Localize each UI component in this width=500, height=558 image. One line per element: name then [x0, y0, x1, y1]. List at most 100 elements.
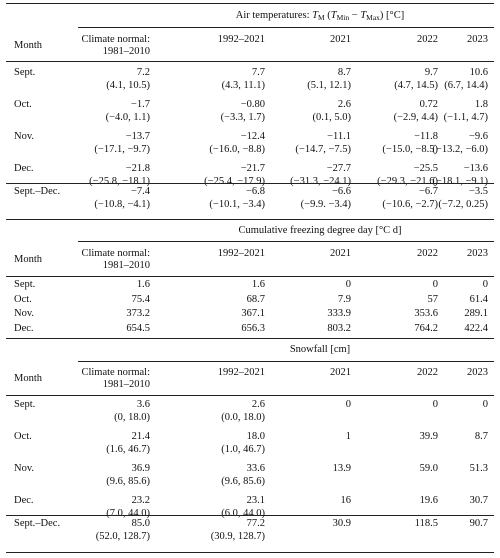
table-cell-value: 0 [482, 399, 488, 410]
column-header-2021: 2021 [330, 34, 351, 45]
table-cell-value: 3.6 [136, 399, 150, 410]
table-cell-value: 654.5 [126, 322, 150, 334]
table-cell-range: (4.7, 14.5) [394, 80, 438, 91]
table-cell-value: 0 [345, 279, 351, 290]
table-cell-value: 9.7 [424, 67, 438, 78]
column-header-climate-normal-period: 1981–2010 [102, 260, 150, 271]
table-cell-value: 59.0 [419, 463, 438, 474]
table-cell-value: 33.6 [246, 463, 265, 474]
table-cell-range: (52.0, 128.7) [95, 531, 150, 542]
table-cell-value: −6.8 [245, 186, 265, 197]
column-header-2021: 2021 [330, 367, 351, 378]
table-cell-range: (−3.3, 1.7) [220, 112, 265, 123]
table-cell-value: −1.7 [130, 99, 150, 110]
table-cell-value: 0 [345, 399, 351, 410]
table-cell-range: (−18.1, −9.1) [432, 176, 488, 187]
table-cell-range: (−16.0, −8.8) [209, 144, 265, 155]
section-title: Snowfall [cm] [289, 344, 351, 355]
table-cell-value: −21.8 [125, 163, 150, 174]
table-cell-value: 13.9 [332, 463, 351, 474]
table-cell-value: 7.9 [337, 293, 351, 305]
table-cell-value: 2.6 [251, 399, 265, 410]
table-cell-range: (0, 18.0) [114, 412, 150, 423]
table-cell-range: (7.0, 44.0) [106, 508, 150, 519]
table-cell-value: 23.1 [246, 495, 265, 506]
table-cell-value: 367.1 [241, 308, 265, 319]
table-cell-value: 1.8 [474, 99, 488, 110]
row-month-label: Nov. [14, 131, 35, 142]
table-cell-value: 118.5 [414, 518, 438, 529]
table-cell-value: 30.9 [332, 518, 351, 529]
table-cell-value: 90.7 [469, 518, 488, 529]
table-cell-range: (−10.1, −3.4) [209, 199, 265, 210]
row-month-label: Sept.–Dec. [14, 186, 61, 197]
table-cell-value: 353.6 [414, 308, 438, 319]
section-top-rule [6, 3, 494, 4]
row-month-label: Dec. [14, 163, 34, 174]
table-cell-value: 57 [427, 293, 439, 305]
table-cell-range: (4.3, 11.1) [221, 80, 265, 91]
table-cell-value: 656.3 [241, 322, 265, 334]
row-month-label: Oct. [14, 431, 32, 442]
title-math-formula: : TM (TMin − TMax) [306, 10, 387, 22]
table-cell-value: 21.4 [131, 431, 150, 442]
row-month-label: Sept. [14, 67, 36, 78]
table-cell-range: (1.6, 46.7) [106, 444, 150, 455]
row-month-label: Dec. [14, 322, 34, 334]
table-cell-value: 289.1 [464, 308, 488, 319]
section-title-rule [78, 241, 494, 242]
table-cell-value: −21.7 [240, 163, 265, 174]
table-cell-value: 8.7 [474, 431, 488, 442]
table-cell-value: 39.9 [419, 431, 438, 442]
table-cell-range: (−10.8, −4.1) [94, 199, 150, 210]
table-cell-value: 373.2 [126, 308, 150, 319]
table-cell-value: 51.3 [469, 463, 488, 474]
table-cell-value: 7.2 [136, 67, 150, 78]
column-header-2023: 2023 [467, 367, 488, 378]
table-cell-value: 85.0 [131, 518, 150, 529]
row-month-label: Dec. [14, 495, 34, 506]
table-cell-range: (−10.6, −2.7) [382, 199, 438, 210]
table-cell-value: 36.9 [131, 463, 150, 474]
table-cell-value: 8.7 [337, 67, 351, 78]
table-cell-range: (−31.3, −24.1) [290, 176, 351, 187]
column-header-month: Month [14, 254, 43, 265]
table-cell-value: −9.6 [468, 131, 488, 142]
table-cell-value: 77.2 [246, 518, 265, 529]
row-month-label: Oct. [14, 293, 32, 305]
table-cell-range: (−7.2, 0.25) [438, 199, 488, 210]
section-title-rule [78, 361, 494, 362]
table-cell-range: (0.0, 18.0) [221, 412, 265, 423]
section-title: Air temperatures: TM (TMin − TMax) [°C] [150, 10, 490, 22]
header-rule [6, 395, 494, 396]
table-cell-value: −6.6 [331, 186, 351, 197]
table-cell-value: −13.6 [463, 163, 488, 174]
table-cell-value: −13.7 [125, 131, 150, 142]
column-header-2022: 2022 [417, 248, 438, 259]
table-cell-value: 23.2 [131, 495, 150, 506]
column-header-2023: 2023 [467, 34, 488, 45]
column-header-climate-normal-period: 1981–2010 [102, 379, 150, 390]
column-header-1992-2021: 1992–2021 [217, 367, 265, 378]
table-cell-value: −11.1 [327, 131, 351, 142]
table-cell-value: −11.8 [414, 131, 438, 142]
table-cell-range: (6.7, 14.4) [444, 80, 488, 91]
row-month-label: Nov. [14, 308, 35, 319]
row-month-label: Sept.–Dec. [14, 518, 61, 529]
table-cell-range: (5.1, 12.1) [307, 80, 351, 91]
total-rule [6, 183, 494, 184]
column-header-month: Month [14, 40, 43, 51]
table-cell-value: −27.7 [326, 163, 351, 174]
column-header-climate-normal: Climate normal: [81, 34, 150, 45]
table-cell-value: 0 [432, 399, 438, 410]
table-cell-value: −0.80 [240, 99, 265, 110]
table-cell-range: (30.9, 128.7) [210, 531, 265, 542]
table-cell-value: 1 [345, 431, 351, 442]
total-rule [6, 515, 494, 516]
table-cell-value: 61.4 [469, 293, 488, 305]
table-cell-range: (−2.9, 4.4) [393, 112, 438, 123]
table-cell-value: 19.6 [419, 495, 438, 506]
row-month-label: Sept. [14, 399, 36, 410]
table-cell-range: (−17.1, −9.7) [94, 144, 150, 155]
